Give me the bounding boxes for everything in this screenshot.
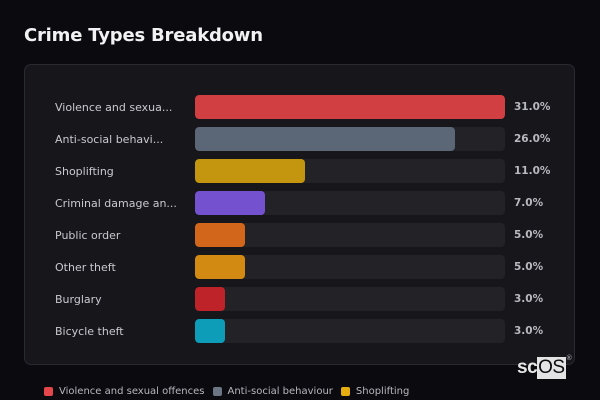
bar-track — [195, 191, 505, 215]
bar-label: Public order — [55, 229, 121, 242]
bar-value: 7.0% — [514, 197, 544, 209]
legend-label: Shoplifting — [355, 386, 410, 397]
legend-item[interactable]: Violence and sexual offences — [44, 386, 205, 397]
legend-swatch-icon — [340, 387, 350, 396]
logo-prefix: sc — [517, 357, 538, 378]
bar-label: Violence and sexua... — [55, 101, 173, 114]
bar-value: 5.0% — [514, 261, 544, 273]
bar-label: Anti-social behavi... — [55, 133, 164, 146]
registered-mark: ® — [566, 355, 572, 362]
bar-fill[interactable] — [195, 191, 266, 215]
bar-track — [195, 319, 505, 343]
legend-swatch-icon — [44, 387, 53, 396]
bar-row: Bicycle theft 3.0% — [25, 319, 574, 345]
bar-track — [195, 95, 505, 119]
bar-row: Anti-social behavi... 26.0% — [25, 127, 574, 153]
chart-title: Crime Types Breakdown — [24, 25, 263, 46]
bar-label: Other theft — [55, 261, 116, 274]
chart-card: Violence and sexua... 31.0% Anti-social … — [24, 64, 575, 365]
legend-item[interactable]: Anti-social behaviour — [212, 386, 333, 397]
legend-label: Anti-social behaviour — [227, 386, 333, 397]
bar-row: Shoplifting 11.0% — [25, 159, 574, 185]
bar-fill[interactable] — [195, 287, 226, 311]
bar-fill[interactable] — [195, 159, 306, 183]
bar-track — [195, 255, 505, 279]
bar-label: Burglary — [55, 293, 102, 306]
bar-fill[interactable] — [195, 223, 245, 247]
bar-value: 26.0% — [514, 133, 551, 145]
bar-row: Burglary 3.0% — [25, 287, 574, 313]
bar-fill[interactable] — [195, 127, 456, 151]
bar-label: Shoplifting — [55, 165, 114, 178]
bar-row: Violence and sexua... 31.0% — [25, 95, 574, 121]
bar-label: Bicycle theft — [55, 325, 124, 338]
bar-track — [195, 159, 505, 183]
bar-row: Other theft 5.0% — [25, 255, 574, 281]
bar-value: 3.0% — [514, 325, 544, 337]
bar-row: Criminal damage an... 7.0% — [25, 191, 574, 217]
bar-row: Public order 5.0% — [25, 223, 574, 249]
bar-value: 5.0% — [514, 229, 544, 241]
bar-label: Criminal damage an... — [55, 197, 177, 210]
bar-value: 31.0% — [514, 101, 551, 113]
bar-track — [195, 127, 505, 151]
legend-item[interactable]: Shoplifting — [340, 386, 410, 397]
bar-fill[interactable] — [195, 95, 505, 119]
bar-fill[interactable] — [195, 255, 245, 279]
bar-value: 11.0% — [514, 165, 551, 177]
bar-track — [195, 287, 505, 311]
legend-swatch-icon — [212, 387, 222, 396]
bar-track — [195, 223, 505, 247]
bar-fill[interactable] — [195, 319, 226, 343]
scos-logo: sc OS ® — [517, 355, 572, 379]
bar-value: 3.0% — [514, 293, 544, 305]
logo-highlight: OS — [537, 357, 566, 379]
chart-legend: Violence and sexual offences Anti-social… — [44, 386, 417, 397]
legend-label: Violence and sexual offences — [59, 386, 205, 397]
